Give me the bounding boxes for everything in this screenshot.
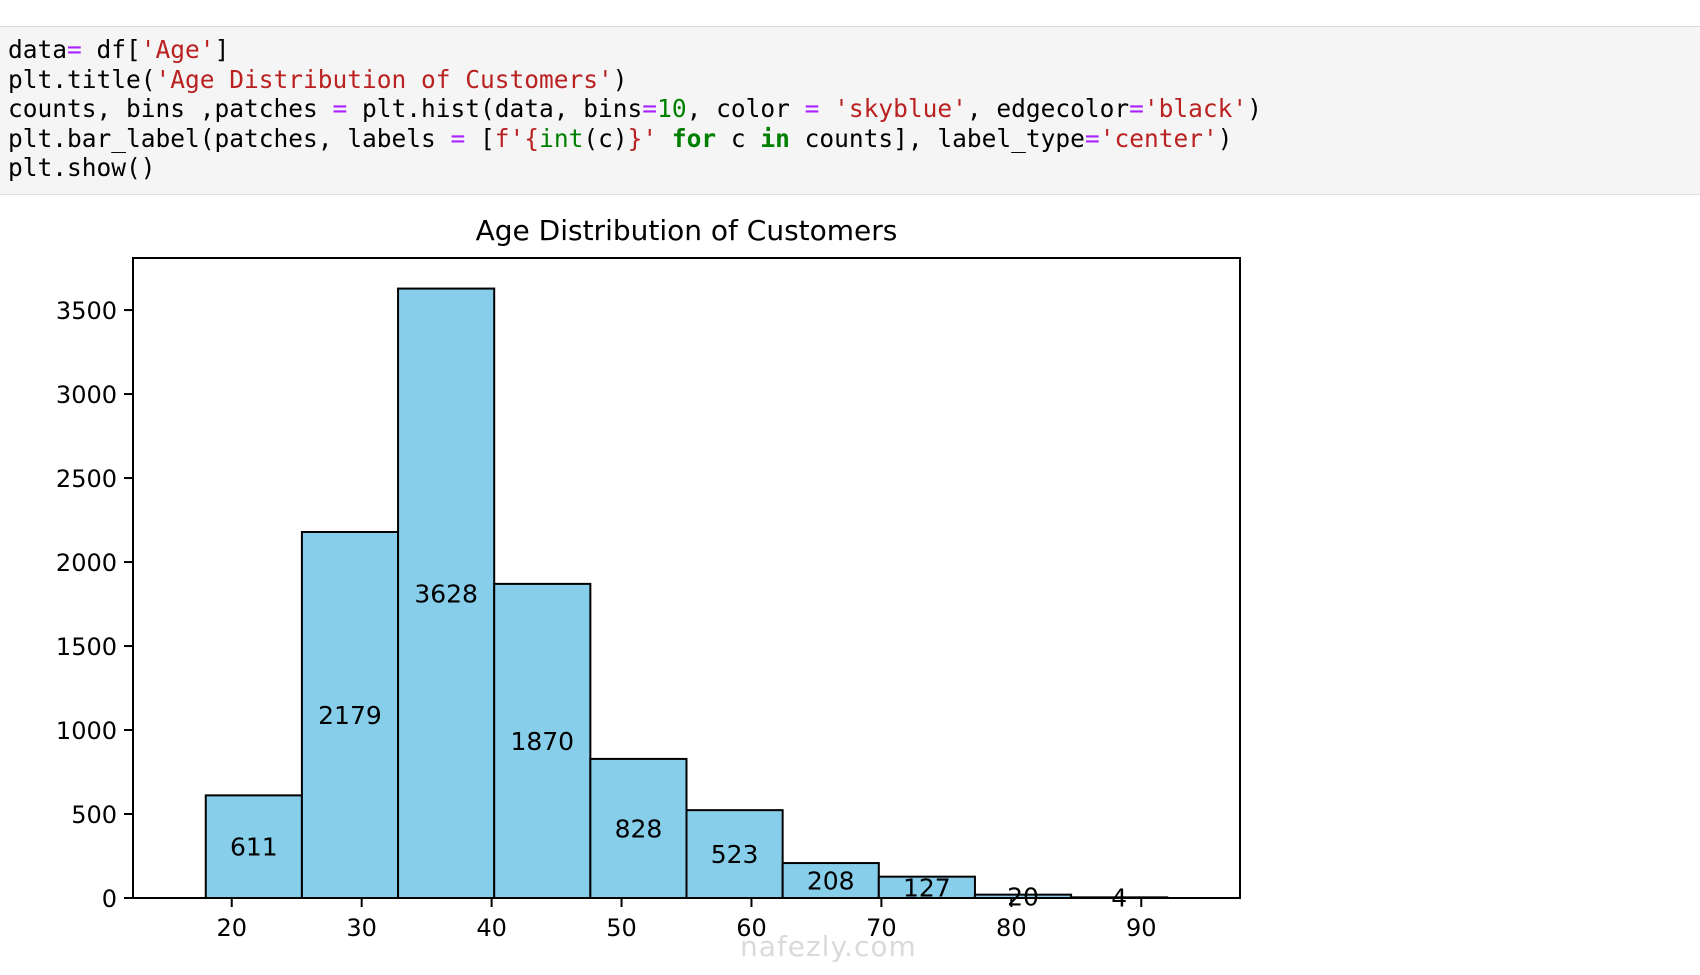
code-token: ) xyxy=(1217,123,1233,153)
y-tick-label: 1500 xyxy=(56,633,117,661)
code-line: plt.show() xyxy=(8,153,1700,183)
code-token: = xyxy=(67,35,82,64)
code-line: counts, bins ,patches = plt.hist(data, b… xyxy=(8,94,1700,124)
chart-title: Age Distribution of Customers xyxy=(476,214,898,247)
code-token: = xyxy=(450,123,466,153)
y-tick-label: 2500 xyxy=(56,465,117,493)
bar-value-label: 208 xyxy=(807,867,855,896)
y-tick-label: 500 xyxy=(71,801,117,829)
y-tick-label: 0 xyxy=(102,885,117,913)
y-tick-label: 3500 xyxy=(56,297,117,325)
code-token: counts], label_type xyxy=(789,123,1085,153)
code-token xyxy=(819,94,834,123)
bars-layer xyxy=(204,287,1169,900)
cell-output: 611 2179 3628 1870 828 523 208 127 20 4 20 30 40 50 6… xyxy=(0,196,1700,970)
code-token: , edgecolor xyxy=(966,94,1130,123)
code-token: 'black' xyxy=(1143,94,1248,123)
code-token: df[ xyxy=(81,35,141,64)
code-token: ) xyxy=(612,64,628,94)
code-token: (c) xyxy=(583,123,628,153)
code-token: c xyxy=(716,123,761,153)
histogram-bar xyxy=(493,582,592,899)
x-tick-label: 60 xyxy=(736,914,767,942)
x-tick-label: 30 xyxy=(346,914,377,942)
bar-value-label: 523 xyxy=(711,840,759,869)
code-token: = xyxy=(332,94,348,123)
code-token: plt.title( xyxy=(8,64,156,94)
code-token: f'{ xyxy=(494,123,540,153)
bar-value-label: 1870 xyxy=(510,727,574,756)
code-line: data= df['Age'] xyxy=(8,35,1700,65)
x-tick-label: 90 xyxy=(1126,914,1157,942)
code-token: ) xyxy=(1247,94,1262,123)
bar-value-label: 828 xyxy=(615,814,663,843)
histogram-bar xyxy=(685,809,784,899)
code-token: 'Age Distribution of Customers' xyxy=(155,64,613,94)
code-token: plt.bar_label(patches, labels xyxy=(8,123,451,153)
code-token: = xyxy=(1129,94,1144,123)
y-tick-label: 1000 xyxy=(56,717,117,745)
code-token xyxy=(657,124,672,153)
code-cell[interactable]: data= df['Age'] plt.title('Age Distributi… xyxy=(0,27,1700,195)
plot-frame xyxy=(132,257,1241,899)
histogram-bar xyxy=(300,530,400,899)
x-tick-label: 50 xyxy=(606,914,637,942)
y-axis-ticks: 0 500 1000 1500 2000 2500 3000 3500 xyxy=(56,297,133,913)
code-line: plt.title('Age Distribution of Customers… xyxy=(8,65,1700,95)
code-token: = xyxy=(642,94,658,123)
code-token: = xyxy=(804,94,820,123)
code-token: = xyxy=(1084,123,1100,153)
code-token: counts, bins ,patches xyxy=(8,94,333,123)
code-token: in xyxy=(760,123,790,153)
x-tick-label: 80 xyxy=(996,914,1027,942)
code-token: 'center' xyxy=(1099,123,1218,153)
bar-value-label: 20 xyxy=(1007,882,1039,911)
code-token: plt.show() xyxy=(8,153,156,182)
code-token: for xyxy=(671,123,717,153)
notebook-top-strip xyxy=(0,0,1700,27)
histogram-bar xyxy=(397,287,496,899)
code-token: 'Age' xyxy=(140,35,215,64)
bar-value-label: 611 xyxy=(230,833,278,862)
histogram-bar xyxy=(204,794,303,899)
watermark-text: nafezly.com xyxy=(740,930,917,963)
bar-value-label: 2179 xyxy=(318,701,382,730)
bar-value-label: 3628 xyxy=(414,579,478,608)
code-line: plt.bar_label(patches, labels = [f'{int(… xyxy=(8,124,1700,154)
code-token: }' xyxy=(627,123,658,153)
y-tick-label: 2000 xyxy=(56,549,117,577)
code-token: 10 xyxy=(657,94,687,123)
x-axis-ticks: 20 30 40 50 60 70 80 90 xyxy=(216,898,1157,942)
code-token: int xyxy=(539,123,584,153)
x-tick-label: 70 xyxy=(866,914,897,942)
code-token: ] xyxy=(214,35,230,64)
x-tick-label: 20 xyxy=(216,914,247,942)
x-tick-label: 40 xyxy=(476,914,507,942)
code-token: 'skyblue' xyxy=(834,94,967,123)
code-token: data xyxy=(8,35,68,64)
code-token: plt.hist(data, bins xyxy=(347,94,643,123)
code-token: [ xyxy=(465,123,495,153)
y-tick-label: 3000 xyxy=(56,381,117,409)
code-token: , color xyxy=(686,94,805,123)
